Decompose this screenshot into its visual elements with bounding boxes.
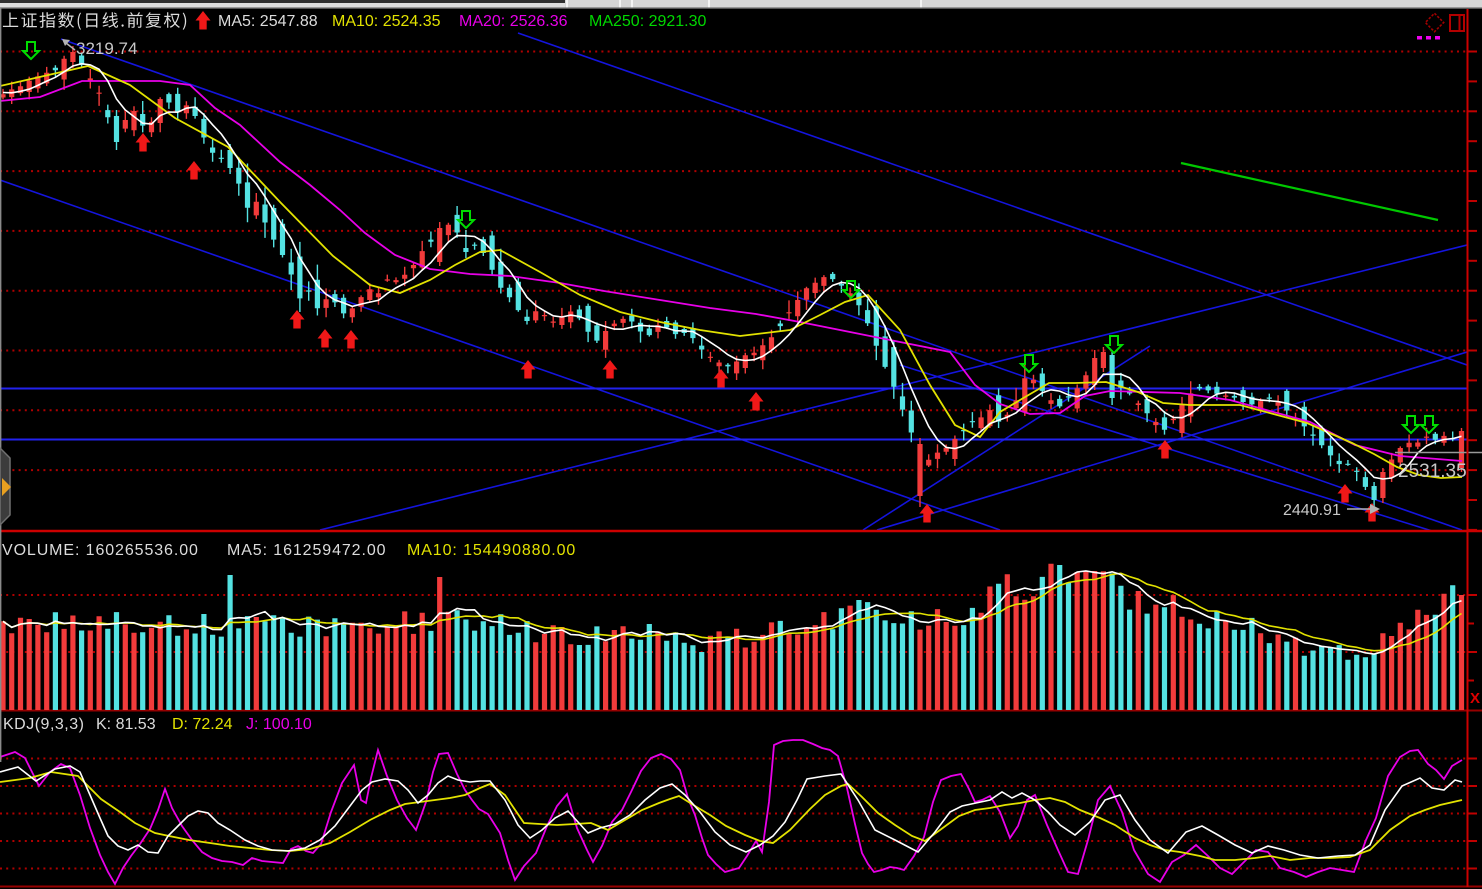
svg-text:2531.35: 2531.35 bbox=[1398, 461, 1467, 482]
svg-text:D: 72.24: D: 72.24 bbox=[172, 716, 233, 733]
svg-text:MA10: 154490880.00: MA10: 154490880.00 bbox=[407, 542, 576, 559]
svg-text:KDJ(9,3,3): KDJ(9,3,3) bbox=[3, 716, 84, 733]
svg-text:2440.91: 2440.91 bbox=[1283, 502, 1341, 519]
svg-text:3219.74: 3219.74 bbox=[76, 39, 137, 58]
svg-text:MA20: 2526.36: MA20: 2526.36 bbox=[459, 13, 568, 30]
svg-text:MA5: 2547.88: MA5: 2547.88 bbox=[218, 13, 318, 30]
svg-text:J: 100.10: J: 100.10 bbox=[246, 716, 312, 733]
svg-text:MA250: 2921.30: MA250: 2921.30 bbox=[589, 13, 707, 30]
svg-text:MA5: 161259472.00: MA5: 161259472.00 bbox=[227, 542, 386, 559]
svg-text:K: 81.53: K: 81.53 bbox=[96, 716, 156, 733]
svg-text:X: X bbox=[1470, 690, 1480, 707]
svg-text:VOLUME: 160265536.00: VOLUME: 160265536.00 bbox=[2, 542, 199, 559]
svg-text:MA10: 2524.35: MA10: 2524.35 bbox=[332, 13, 441, 30]
